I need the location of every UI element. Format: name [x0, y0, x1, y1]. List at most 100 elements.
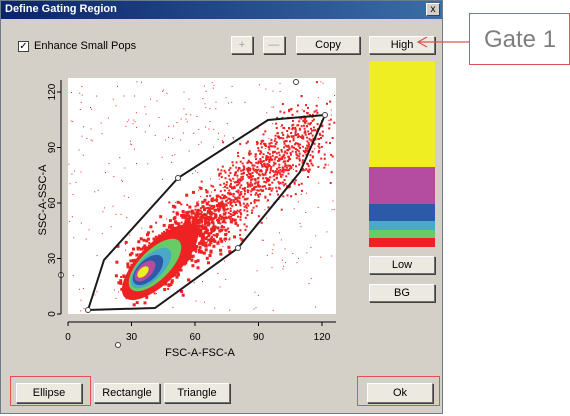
event-dot — [295, 150, 297, 153]
event-dot — [118, 291, 119, 293]
event-dot — [162, 89, 164, 91]
copy-button[interactable]: Copy — [296, 36, 360, 54]
ellipse-handle[interactable] — [115, 342, 121, 348]
zoom-out-button[interactable]: — — [263, 36, 285, 54]
event-dot — [288, 164, 291, 167]
gate-vertex-handle[interactable] — [175, 175, 181, 181]
event-dot — [273, 244, 275, 246]
event-dot — [229, 167, 232, 170]
event-dot — [236, 196, 239, 199]
event-dot — [306, 147, 309, 150]
event-dot — [244, 198, 247, 201]
event-dot — [212, 234, 215, 237]
event-dot — [215, 204, 219, 207]
event-dot — [259, 159, 262, 162]
low-button[interactable]: Low — [369, 256, 435, 274]
event-dot — [298, 159, 301, 162]
event-dot — [297, 133, 300, 136]
bg-button[interactable]: BG — [369, 284, 435, 302]
event-dot — [187, 217, 191, 221]
event-dot — [220, 215, 224, 219]
event-dot — [275, 177, 278, 180]
y-tick-label: 30 — [47, 253, 58, 265]
event-dot — [83, 308, 85, 309]
close-icon[interactable]: x — [426, 3, 440, 16]
event-dot — [275, 141, 278, 144]
event-dot — [239, 178, 242, 181]
event-dot — [221, 197, 224, 200]
event-dot — [327, 119, 329, 121]
event-dot — [228, 193, 231, 196]
event-dot — [216, 226, 220, 230]
event-dot — [243, 194, 245, 196]
gate-vertex-handle[interactable] — [85, 307, 91, 313]
event-dot — [294, 126, 297, 129]
gate-vertex-handles[interactable] — [85, 112, 328, 313]
event-dot — [261, 239, 263, 241]
event-dot — [239, 191, 242, 194]
event-dot — [203, 216, 206, 219]
event-dot — [295, 170, 298, 173]
event-dot — [306, 144, 309, 147]
event-dot — [219, 286, 221, 288]
event-dot — [136, 246, 140, 250]
ok-button[interactable]: Ok — [367, 383, 433, 403]
event-dot — [145, 113, 147, 115]
event-dot — [74, 170, 76, 172]
event-dot — [170, 280, 174, 284]
event-dot — [166, 218, 168, 220]
event-dot — [242, 165, 245, 168]
high-button[interactable]: High — [369, 36, 435, 54]
gate-vertex-handle[interactable] — [322, 112, 328, 118]
event-dot — [211, 226, 215, 230]
event-dot — [318, 138, 321, 140]
event-dot — [181, 215, 185, 219]
event-dot — [198, 230, 202, 234]
event-dot — [290, 196, 292, 198]
event-dot — [150, 98, 151, 100]
gate-vertex-handle[interactable] — [235, 245, 241, 251]
event-dot — [307, 145, 310, 148]
event-dot — [162, 223, 166, 227]
event-dot — [96, 95, 98, 97]
event-dot — [197, 219, 201, 223]
triangle-button[interactable]: Triangle — [164, 383, 230, 403]
event-dot — [265, 177, 268, 180]
event-dot — [204, 223, 206, 226]
event-dot — [203, 231, 207, 234]
event-dot — [259, 158, 262, 160]
event-dot — [333, 121, 336, 124]
zoom-in-button[interactable]: + — [231, 36, 253, 54]
enhance-small-pops-checkbox[interactable]: ✓ — [18, 41, 29, 52]
event-dot — [173, 220, 177, 224]
ellipse-button[interactable]: Ellipse — [16, 383, 82, 403]
event-dot — [168, 219, 172, 223]
event-dot — [277, 186, 280, 189]
event-dot — [167, 283, 171, 287]
event-dot — [225, 97, 227, 99]
event-dot — [151, 230, 154, 233]
event-dot — [248, 175, 251, 178]
event-dot — [213, 239, 217, 243]
event-dot — [170, 223, 174, 227]
event-dot — [210, 199, 214, 203]
event-dot — [258, 170, 261, 173]
event-dot — [263, 178, 265, 180]
ellipse-handle[interactable] — [293, 79, 299, 85]
event-dot — [292, 127, 295, 129]
event-dot — [71, 92, 72, 93]
rectangle-button[interactable]: Rectangle — [94, 383, 160, 403]
event-dot — [264, 148, 266, 149]
event-dot — [247, 170, 250, 173]
event-dot — [247, 169, 250, 172]
event-dot — [217, 240, 220, 243]
event-dot — [267, 189, 269, 190]
event-dot — [271, 181, 274, 184]
event-dot — [231, 217, 234, 220]
event-dot — [94, 294, 96, 296]
event-dot — [225, 200, 227, 203]
event-dot — [223, 189, 226, 192]
event-dot — [210, 227, 214, 231]
event-dot — [205, 256, 209, 260]
